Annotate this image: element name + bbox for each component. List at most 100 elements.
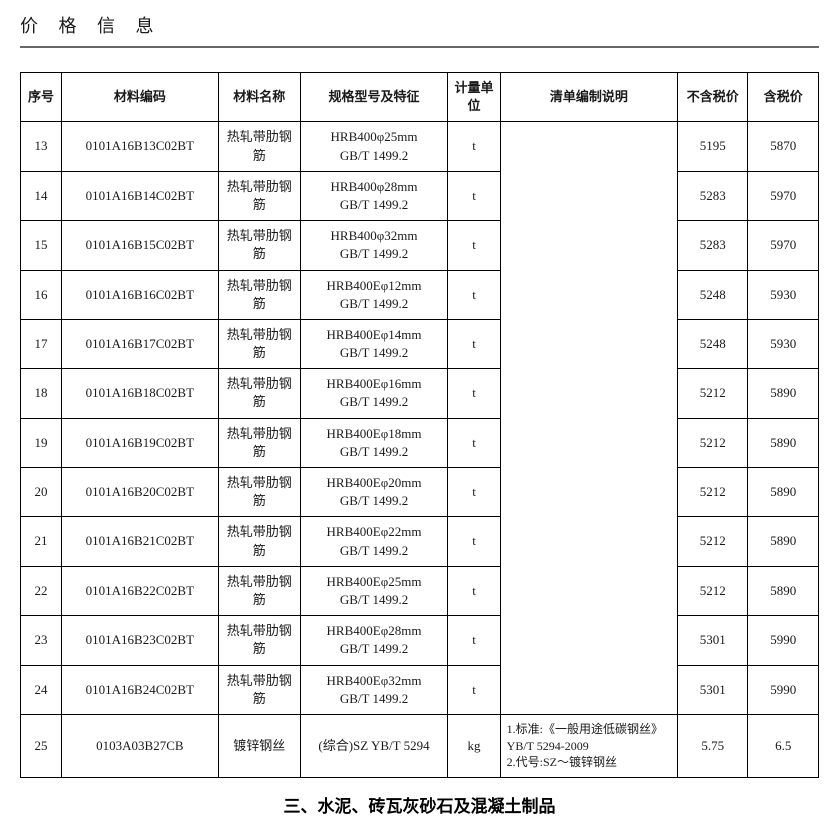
cell-name: 镀锌钢丝 — [218, 714, 300, 777]
table-row: 240101A16B24C02BT热轧带肋钢筋HRB400Eφ32mmGB/T … — [21, 665, 819, 714]
table-row: 160101A16B16C02BT热轧带肋钢筋HRB400Eφ12mmGB/T … — [21, 270, 819, 319]
cell-price-excl: 5301 — [678, 665, 748, 714]
cell-unit: kg — [448, 714, 500, 777]
cell-spec: HRB400φ28mmGB/T 1499.2 — [300, 171, 448, 220]
cell-unit: t — [448, 221, 500, 270]
table-body: 130101A16B13C02BT热轧带肋钢筋HRB400φ25mmGB/T 1… — [21, 122, 819, 778]
cell-price-incl: 5890 — [748, 517, 819, 566]
cell-price-excl: 5212 — [678, 517, 748, 566]
table-row: 220101A16B22C02BT热轧带肋钢筋HRB400Eφ25mmGB/T … — [21, 566, 819, 615]
cell-spec: (综合)SZ YB/T 5294 — [300, 714, 448, 777]
price-table: 序号 材料编码 材料名称 规格型号及特征 计量单位 清单编制说明 不含税价 含税… — [20, 72, 819, 778]
cell-unit: t — [448, 616, 500, 665]
cell-price-excl: 5212 — [678, 369, 748, 418]
col-header-unit: 计量单位 — [448, 73, 500, 122]
cell-unit: t — [448, 319, 500, 368]
table-header-row: 序号 材料编码 材料名称 规格型号及特征 计量单位 清单编制说明 不含税价 含税… — [21, 73, 819, 122]
cell-code: 0101A16B14C02BT — [61, 171, 218, 220]
cell-price-incl: 5930 — [748, 270, 819, 319]
cell-unit: t — [448, 517, 500, 566]
col-header-seq: 序号 — [21, 73, 62, 122]
cell-spec: HRB400Eφ16mmGB/T 1499.2 — [300, 369, 448, 418]
cell-code: 0101A16B15C02BT — [61, 221, 218, 270]
cell-seq: 23 — [21, 616, 62, 665]
col-header-spec: 规格型号及特征 — [300, 73, 448, 122]
table-row: 130101A16B13C02BT热轧带肋钢筋HRB400φ25mmGB/T 1… — [21, 122, 819, 171]
table-row: 210101A16B21C02BT热轧带肋钢筋HRB400Eφ22mmGB/T … — [21, 517, 819, 566]
col-header-price-incl: 含税价 — [748, 73, 819, 122]
cell-code: 0101A16B16C02BT — [61, 270, 218, 319]
table-row: 150101A16B15C02BT热轧带肋钢筋HRB400φ32mmGB/T 1… — [21, 221, 819, 270]
cell-code: 0101A16B20C02BT — [61, 468, 218, 517]
cell-code: 0101A16B21C02BT — [61, 517, 218, 566]
cell-spec: HRB400Eφ20mmGB/T 1499.2 — [300, 468, 448, 517]
cell-code: 0101A16B23C02BT — [61, 616, 218, 665]
cell-unit: t — [448, 270, 500, 319]
cell-name: 热轧带肋钢筋 — [218, 221, 300, 270]
cell-price-incl: 5970 — [748, 171, 819, 220]
cell-name: 热轧带肋钢筋 — [218, 468, 300, 517]
cell-spec: HRB400Eφ32mmGB/T 1499.2 — [300, 665, 448, 714]
cell-spec: HRB400Eφ22mmGB/T 1499.2 — [300, 517, 448, 566]
cell-unit: t — [448, 468, 500, 517]
cell-seq: 14 — [21, 171, 62, 220]
cell-price-incl: 5990 — [748, 616, 819, 665]
cell-spec: HRB400Eφ18mmGB/T 1499.2 — [300, 418, 448, 467]
cell-note-merged — [500, 122, 677, 715]
cell-price-excl: 5.75 — [678, 714, 748, 777]
cell-code: 0101A16B22C02BT — [61, 566, 218, 615]
col-header-code: 材料编码 — [61, 73, 218, 122]
cell-seq: 20 — [21, 468, 62, 517]
cell-unit: t — [448, 122, 500, 171]
table-row: 200101A16B20C02BT热轧带肋钢筋HRB400Eφ20mmGB/T … — [21, 468, 819, 517]
cell-spec: HRB400φ25mmGB/T 1499.2 — [300, 122, 448, 171]
cell-price-excl: 5212 — [678, 566, 748, 615]
cell-name: 热轧带肋钢筋 — [218, 566, 300, 615]
cell-price-incl: 5870 — [748, 122, 819, 171]
col-header-name: 材料名称 — [218, 73, 300, 122]
cell-unit: t — [448, 566, 500, 615]
cell-spec: HRB400φ32mmGB/T 1499.2 — [300, 221, 448, 270]
cell-spec: HRB400Eφ25mmGB/T 1499.2 — [300, 566, 448, 615]
cell-price-excl: 5248 — [678, 270, 748, 319]
cell-seq: 25 — [21, 714, 62, 777]
cell-price-excl: 5212 — [678, 418, 748, 467]
cell-name: 热轧带肋钢筋 — [218, 122, 300, 171]
cell-code: 0101A16B19C02BT — [61, 418, 218, 467]
cell-price-excl: 5212 — [678, 468, 748, 517]
cell-unit: t — [448, 665, 500, 714]
table-row: 170101A16B17C02BT热轧带肋钢筋HRB400Eφ14mmGB/T … — [21, 319, 819, 368]
cell-spec: HRB400Eφ28mmGB/T 1499.2 — [300, 616, 448, 665]
cell-code: 0101A16B17C02BT — [61, 319, 218, 368]
cell-spec: HRB400Eφ12mmGB/T 1499.2 — [300, 270, 448, 319]
cell-price-incl: 5890 — [748, 468, 819, 517]
table-row: 250103A03B27CB镀锌钢丝(综合)SZ YB/T 5294kg1.标准… — [21, 714, 819, 777]
cell-seq: 22 — [21, 566, 62, 615]
cell-price-incl: 5930 — [748, 319, 819, 368]
cell-price-excl: 5283 — [678, 171, 748, 220]
cell-note: 1.标准:《一般用途低碳钢丝》YB/T 5294-20092.代号:SZ～镀锌钢… — [500, 714, 677, 777]
cell-seq: 18 — [21, 369, 62, 418]
cell-name: 热轧带肋钢筋 — [218, 319, 300, 368]
cell-price-incl: 5890 — [748, 418, 819, 467]
cell-name: 热轧带肋钢筋 — [218, 369, 300, 418]
cell-price-excl: 5248 — [678, 319, 748, 368]
cell-seq: 13 — [21, 122, 62, 171]
cell-price-excl: 5301 — [678, 616, 748, 665]
table-row: 140101A16B14C02BT热轧带肋钢筋HRB400φ28mmGB/T 1… — [21, 171, 819, 220]
cell-code: 0101A16B24C02BT — [61, 665, 218, 714]
cell-name: 热轧带肋钢筋 — [218, 665, 300, 714]
cell-name: 热轧带肋钢筋 — [218, 270, 300, 319]
cell-seq: 17 — [21, 319, 62, 368]
cell-price-incl: 5890 — [748, 566, 819, 615]
cell-name: 热轧带肋钢筋 — [218, 616, 300, 665]
cell-seq: 21 — [21, 517, 62, 566]
cell-unit: t — [448, 369, 500, 418]
cell-price-incl: 6.5 — [748, 714, 819, 777]
cell-unit: t — [448, 171, 500, 220]
cell-code: 0103A03B27CB — [61, 714, 218, 777]
page-title: 价 格 信 息 — [20, 12, 819, 48]
section-heading: 三、水泥、砖瓦灰砂石及混凝土制品 — [20, 792, 819, 817]
cell-price-excl: 5195 — [678, 122, 748, 171]
cell-price-incl: 5970 — [748, 221, 819, 270]
